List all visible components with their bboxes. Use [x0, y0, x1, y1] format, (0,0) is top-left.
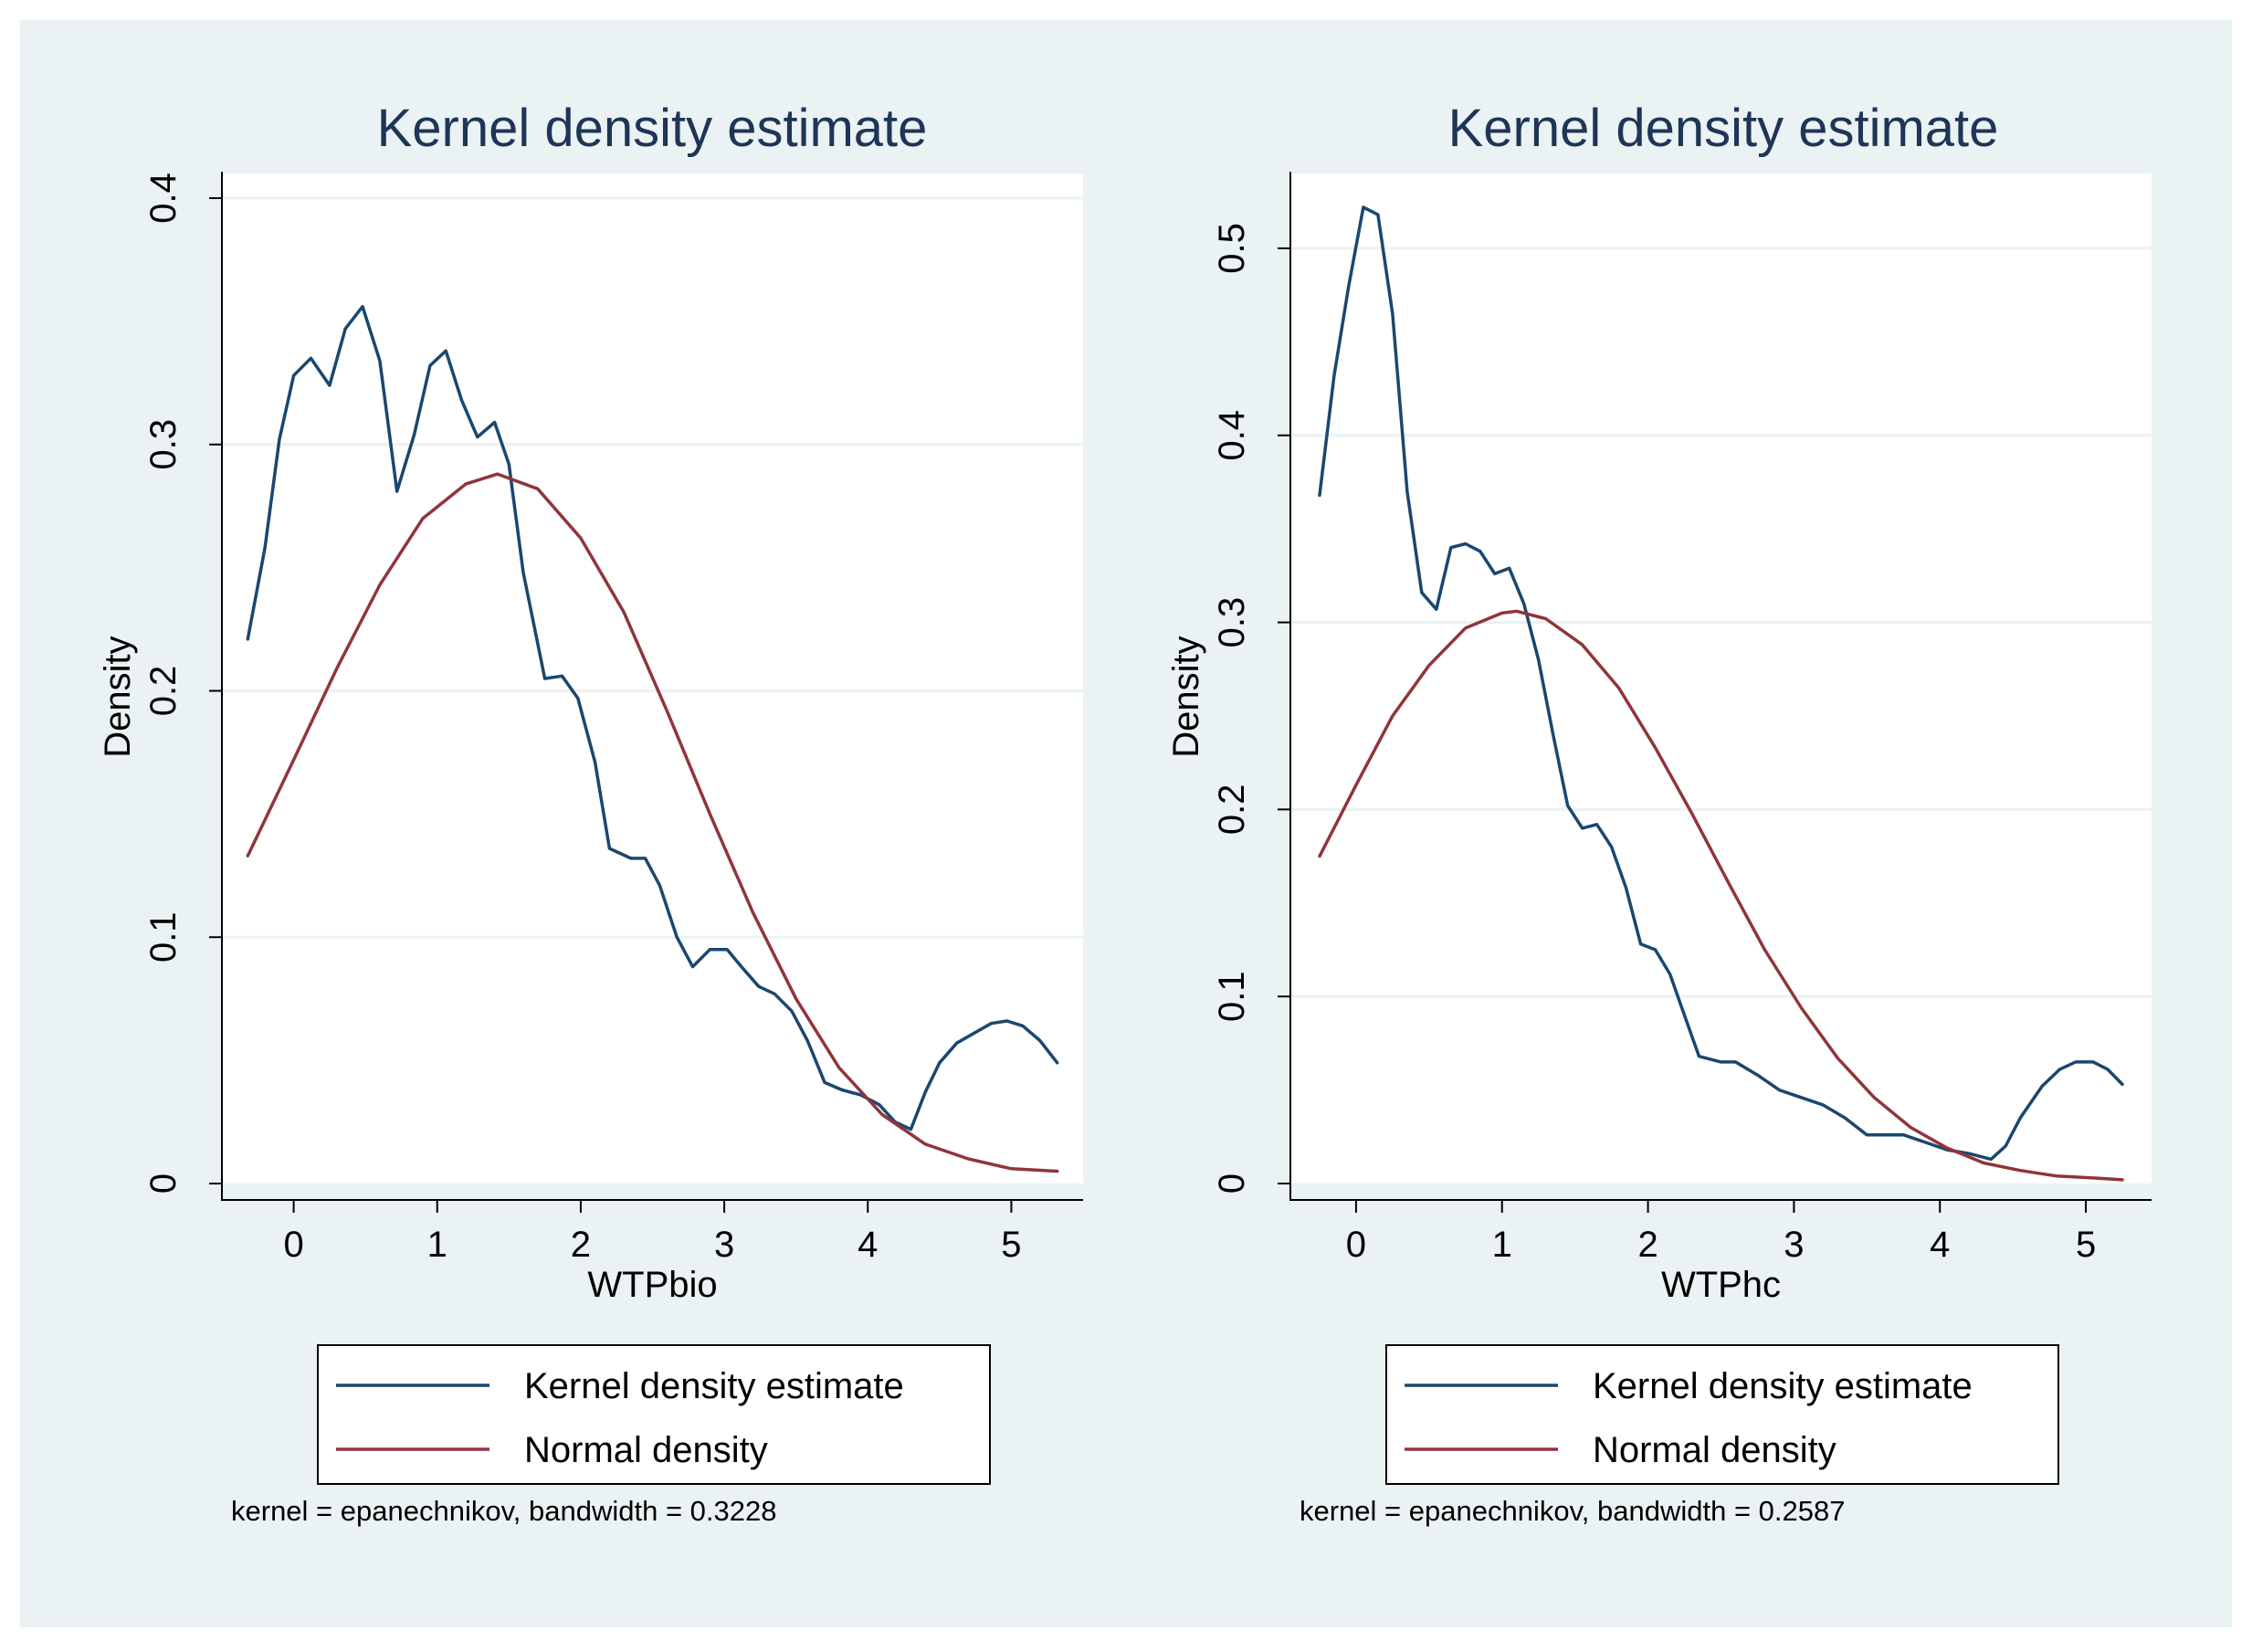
kernel-note: kernel = epanechnikov, bandwidth = 0.258…	[1300, 1495, 1845, 1527]
legend-label: Kernel density estimate	[1593, 1366, 1973, 1406]
y-axis-label: Density	[98, 636, 138, 757]
x-tick-label: 5	[1001, 1225, 1021, 1265]
x-axis-label: WTPbio	[587, 1265, 717, 1305]
y-tick-label: 0.1	[1212, 971, 1252, 1022]
x-tick-label: 1	[427, 1225, 447, 1265]
y-tick-label: 0.3	[1212, 597, 1252, 648]
legend-box	[1385, 1344, 2059, 1485]
legend-box	[317, 1344, 991, 1485]
x-tick-label: 4	[858, 1225, 878, 1265]
x-axis-label: WTPhc	[1661, 1265, 1781, 1305]
y-tick-label: 0.4	[1212, 410, 1252, 461]
y-tick-label: 0.5	[1212, 223, 1252, 274]
legend-label: Normal density	[524, 1430, 768, 1470]
y-tick-label: 0.3	[143, 419, 184, 470]
normal-density-line	[1318, 609, 2124, 1182]
x-tick-label: 2	[1637, 1225, 1657, 1265]
chart-title: Kernel density estimate	[1448, 99, 1999, 158]
y-tick-label: 0.2	[143, 666, 184, 717]
chart-panel-1: Kernel density estimate 0 0.1 0.2 0.3 0.4 0 1 2 3…	[98, 99, 1083, 1527]
x-tick-label: 1	[1492, 1225, 1512, 1265]
x-tick-label: 2	[571, 1225, 591, 1265]
y-axis-label: Density	[1166, 636, 1206, 757]
y-tick-label: 0.4	[143, 173, 184, 224]
plot-area	[1290, 174, 2152, 1184]
legend: Kernel density estimate Normal density	[1385, 1344, 2059, 1485]
legend-label: Normal density	[1593, 1430, 1836, 1470]
x-tick-label: 4	[1930, 1225, 1950, 1265]
y-tick-label: 0.1	[143, 911, 184, 963]
normal-density-line	[246, 472, 1059, 1173]
kernel-density-line	[246, 304, 1059, 1131]
chart-panel-2: Kernel density estimate 0 0.1 0.2 0.3 0.4 0.5 0…	[1166, 99, 2152, 1527]
kernel-note: kernel = epanechnikov, bandwidth = 0.322…	[231, 1495, 776, 1527]
y-tick-label: 0.2	[1212, 784, 1252, 836]
x-tick-label: 5	[2076, 1225, 2096, 1265]
x-tick-label: 3	[1784, 1225, 1804, 1265]
chart-title: Kernel density estimate	[377, 99, 928, 158]
y-tick-label: 0	[1212, 1173, 1252, 1194]
x-tick-label: 0	[283, 1225, 303, 1265]
y-tick-label: 0	[143, 1173, 184, 1194]
legend-label: Kernel density estimate	[524, 1366, 904, 1406]
kernel-density-line	[1318, 205, 2124, 1162]
x-tick-label: 3	[714, 1225, 734, 1265]
x-tick-label: 0	[1346, 1225, 1366, 1265]
legend: Kernel density estimate Normal density	[317, 1344, 991, 1485]
